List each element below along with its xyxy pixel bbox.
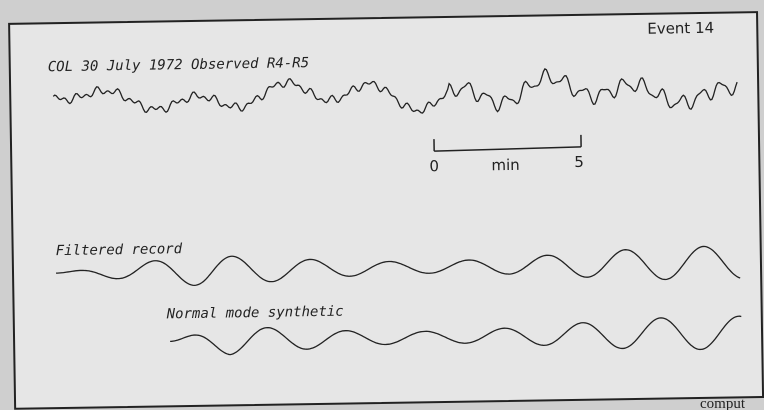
figure-panel: Event 14 COL 30 July 1972 Observed R4-R5… <box>8 11 764 410</box>
scale-bar <box>434 146 582 152</box>
event-label: Event 14 <box>647 19 714 38</box>
synthetic-trace <box>170 315 742 356</box>
filtered-trace <box>56 245 741 287</box>
scale-start: 0 <box>429 157 439 175</box>
observed-label: COL 30 July 1972 Observed R4-R5 <box>48 55 310 75</box>
scale-end: 5 <box>574 153 584 171</box>
synthetic-label: Normal mode synthetic <box>166 304 344 323</box>
observed-trace <box>52 68 738 114</box>
panel-frame <box>8 11 764 410</box>
scale-unit: min <box>491 156 520 174</box>
caption-fragment: comput <box>700 396 746 410</box>
filtered-label: Filtered record <box>56 241 183 259</box>
